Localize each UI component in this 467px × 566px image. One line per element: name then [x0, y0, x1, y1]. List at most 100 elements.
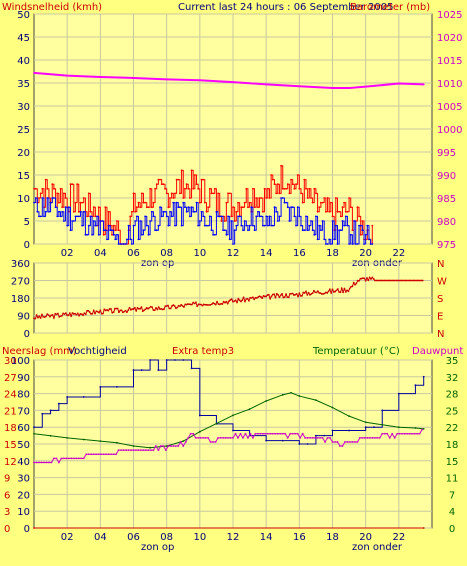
wind-direction-series-point	[237, 297, 240, 300]
p3-humidity-tick: 20	[17, 490, 30, 501]
humidity-series-point	[157, 369, 160, 371]
dewpoint-series-point	[269, 432, 272, 435]
p3-x-tick: 22	[392, 532, 405, 543]
wind-direction-series-point	[277, 293, 280, 296]
wind-gust-series-point	[202, 178, 205, 181]
wind-direction-series-point	[238, 299, 241, 302]
wind-speed-series-point	[296, 206, 299, 209]
wind-gust-series-point	[237, 201, 239, 204]
dewpoint-series-point	[234, 432, 237, 435]
dewpoint-series-point	[107, 453, 110, 456]
dewpoint-series-point	[266, 432, 269, 435]
wind-direction-series-point	[352, 281, 355, 284]
wind-speed-series-point	[344, 215, 347, 218]
temperature-axis-title: Temperatuur (°C)	[312, 346, 400, 357]
p3-x-tick: 04	[94, 532, 107, 543]
wind-direction-series-point	[253, 298, 256, 301]
wind-direction-series-point	[364, 279, 367, 282]
wind-speed-series-point	[346, 224, 349, 227]
wind-speed-series-point	[43, 215, 45, 218]
wind-speed-series-point	[230, 220, 233, 222]
dewpoint-series-point	[403, 432, 406, 435]
wind-direction-series-point	[346, 289, 348, 292]
humidity-series-point	[373, 426, 375, 429]
wind-gust-series-point	[197, 187, 200, 190]
wind-direction-series-point	[167, 304, 169, 307]
humidity-series-point	[381, 409, 384, 412]
dewpoint-series-point	[286, 436, 289, 439]
wind-direction-series-point	[340, 287, 343, 290]
wind-gust-series-point	[57, 201, 60, 204]
dewpoint-series-point	[202, 436, 205, 439]
wind-speed-series-point	[119, 243, 122, 245]
dewpoint-series-point	[224, 436, 227, 439]
p3-temp-tick: 15	[446, 457, 459, 468]
wind-gust-series-point	[56, 192, 59, 195]
wind-direction-series-point	[47, 314, 50, 317]
wind-speed-series-point	[82, 210, 85, 213]
p1-x-tick: 20	[359, 248, 372, 259]
wind-direction-series-point	[380, 279, 383, 282]
wind-direction-series-point	[392, 279, 395, 282]
wind-speed-series-point	[159, 206, 161, 209]
p1-right-tick: 1010	[437, 79, 462, 90]
dewpoint-series-point	[212, 441, 215, 443]
wind-speed-series-point	[348, 243, 350, 245]
wind-direction-series-point	[362, 277, 364, 280]
dewpoint-series-point	[256, 432, 259, 435]
temperature-series-point	[149, 446, 151, 449]
wind-direction-series-point	[317, 290, 319, 293]
dewpoint-series-point	[326, 436, 329, 439]
wind-gust-series-point	[134, 210, 137, 213]
humidity-series-point	[49, 409, 52, 412]
wind-speed-series-point	[39, 215, 42, 218]
wind-direction-series-point	[71, 312, 74, 314]
wind-gust-series-point	[139, 206, 142, 209]
p3-rain-tick: 21	[4, 406, 17, 417]
temperature-series-point	[33, 432, 35, 435]
wind-direction-series-point	[176, 306, 179, 309]
wind-speed-series-point	[84, 233, 87, 236]
wind-gust-series-point	[261, 210, 264, 213]
wind-speed-series-point	[175, 201, 178, 204]
p2-left-tick: 0	[24, 329, 30, 340]
wind-speed-series-point	[324, 243, 327, 245]
wind-direction-series-point	[384, 279, 387, 282]
humidity-series-point	[116, 385, 118, 388]
wind-direction-series-point	[287, 296, 290, 299]
dewpoint-series-point	[55, 457, 58, 460]
p3-humidity-tick: 100	[11, 356, 30, 367]
p1-left-tick: 40	[17, 56, 30, 67]
dewpoint-series-point	[319, 436, 321, 439]
wind-speed-series-point	[124, 243, 127, 245]
wind-direction-series-point	[84, 313, 87, 316]
wind-gust-series-point	[313, 187, 316, 190]
wind-direction-series-point	[133, 306, 136, 309]
wind-gust-series-point	[268, 197, 271, 199]
wind-direction-series-point	[363, 277, 366, 280]
wind-gust-series-point	[104, 206, 107, 209]
wind-gust-series-point	[273, 183, 276, 186]
wind-gust-series-point	[33, 187, 35, 190]
wind-speed-series-point	[363, 243, 365, 245]
wind-speed-series-point	[200, 210, 203, 213]
wind-direction-series-point	[368, 276, 371, 279]
wind-gust-series-point	[311, 201, 314, 204]
wind-speed-series-point	[165, 215, 168, 218]
wind-speed-series-point	[222, 229, 224, 232]
wind-speed-series-point	[295, 224, 297, 227]
wind-speed-series-point	[142, 229, 145, 232]
wind-gust-series-point	[147, 206, 150, 209]
wind-speed-series-point	[69, 229, 72, 232]
p3-rain-tick: 24	[4, 390, 17, 401]
wind-gust-series-point	[212, 192, 215, 195]
wind-speed-series-point	[54, 206, 57, 209]
wind-direction-series-point	[216, 300, 218, 303]
p3-x-tick: 10	[193, 532, 206, 543]
wind-direction-series-point	[67, 314, 70, 317]
wind-gust-series-point	[346, 210, 349, 213]
wind-gust-series-point	[225, 201, 228, 204]
dewpoint-series-point	[336, 441, 339, 443]
dewpoint-series-point	[130, 449, 132, 452]
wind-direction-series-point	[371, 276, 374, 279]
